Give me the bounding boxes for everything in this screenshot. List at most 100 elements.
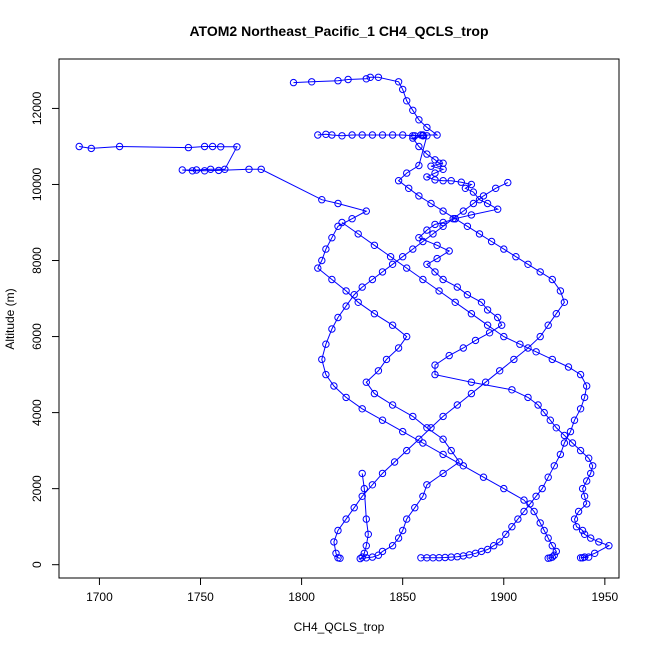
data-point	[366, 73, 374, 82]
data-point	[467, 211, 476, 219]
data-point	[463, 291, 472, 299]
data-point	[308, 78, 316, 86]
data-point	[439, 207, 447, 215]
data-point	[423, 481, 431, 489]
data-point	[560, 431, 569, 440]
data-point	[589, 462, 597, 470]
data-point	[403, 446, 411, 455]
data-point	[479, 192, 488, 200]
data-point	[415, 234, 423, 242]
data-point	[585, 553, 593, 561]
data-point	[388, 321, 397, 329]
data-point	[354, 298, 362, 306]
data-point	[423, 173, 431, 181]
data-point	[362, 542, 370, 550]
data-point	[546, 416, 554, 424]
data-point	[364, 530, 372, 538]
data-point	[583, 382, 591, 390]
data-point	[423, 260, 431, 268]
data-point	[544, 321, 552, 329]
x-tick-label: 1900	[490, 590, 517, 604]
data-point	[492, 184, 500, 193]
data-point	[578, 526, 587, 535]
data-point	[403, 97, 411, 105]
data-point	[540, 526, 548, 535]
data-point	[508, 386, 516, 394]
y-axis: 0 2000 4000 6000 8000 10000 12000	[30, 91, 59, 568]
data-point	[328, 234, 336, 242]
data-point	[419, 275, 427, 284]
data-point	[516, 340, 524, 348]
data-point	[550, 551, 558, 559]
data-point	[403, 264, 411, 272]
series-line	[79, 145, 460, 560]
data-point	[257, 165, 265, 174]
data-point	[483, 306, 492, 314]
data-point	[411, 504, 419, 512]
y-tick-label: 6000	[30, 323, 44, 350]
data-point	[439, 177, 447, 185]
data-point	[572, 523, 581, 531]
data-point	[427, 199, 435, 208]
data-point	[524, 344, 532, 352]
data-point	[378, 268, 387, 276]
x-tick-label: 1750	[187, 590, 214, 604]
data-point	[358, 469, 366, 478]
data-point	[512, 253, 520, 261]
data-point	[427, 424, 435, 432]
data-point	[447, 177, 455, 185]
data-point	[334, 313, 342, 322]
data-point	[548, 275, 556, 284]
series-line	[321, 182, 557, 559]
data-point	[481, 378, 490, 386]
data-point	[399, 131, 407, 139]
data-point	[583, 477, 591, 485]
data-point	[415, 192, 423, 200]
data-point	[358, 283, 366, 291]
data-point	[409, 245, 417, 253]
data-point	[500, 484, 508, 493]
data-point	[544, 554, 552, 562]
data-point	[328, 275, 336, 284]
series-line	[317, 133, 565, 559]
data-point	[496, 367, 504, 375]
data-point	[536, 519, 544, 527]
data-point	[532, 348, 540, 356]
series-4	[318, 178, 560, 562]
data-point	[534, 401, 542, 409]
data-point	[485, 329, 494, 337]
data-point	[409, 412, 417, 421]
data-point	[536, 268, 544, 276]
data-point	[544, 473, 552, 481]
data-point	[498, 321, 506, 329]
data-point	[368, 131, 377, 139]
data-point	[200, 142, 209, 151]
data-point	[399, 253, 407, 261]
data-point	[487, 237, 496, 246]
data-point	[419, 439, 427, 447]
data-point	[399, 526, 407, 535]
data-point	[459, 344, 467, 352]
data-point	[342, 302, 350, 310]
series-layer	[75, 73, 613, 563]
data-point	[439, 412, 447, 421]
y-tick-label: 4000	[30, 399, 44, 426]
data-point	[587, 469, 595, 478]
data-point	[568, 439, 577, 447]
data-point	[334, 199, 342, 208]
data-point	[433, 254, 441, 263]
data-point	[453, 401, 461, 409]
data-point	[429, 230, 437, 238]
data-point	[469, 199, 478, 208]
data-point	[192, 166, 201, 174]
data-point	[314, 131, 322, 139]
data-point	[328, 131, 336, 139]
data-point	[184, 143, 193, 152]
data-point	[560, 298, 569, 306]
data-point	[431, 361, 439, 369]
data-point	[388, 401, 397, 409]
data-point	[409, 134, 417, 142]
data-point	[439, 450, 447, 459]
